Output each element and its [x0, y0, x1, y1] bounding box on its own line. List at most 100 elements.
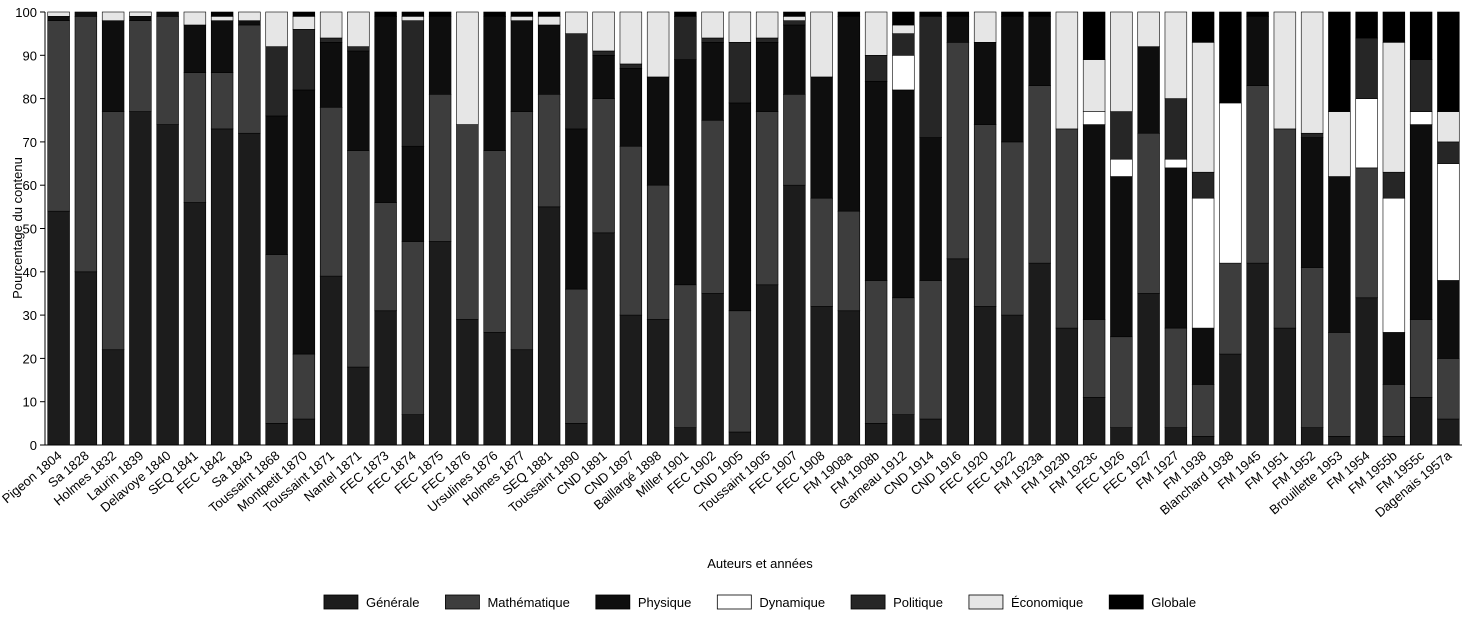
- bar-segment: [1110, 176, 1133, 338]
- bar-segment: [592, 54, 615, 99]
- y-tick-label: 40: [23, 265, 37, 280]
- bar-segment: [1328, 332, 1351, 437]
- bar-segment: [374, 202, 397, 312]
- legend-swatch: [445, 594, 480, 610]
- bar-segment: [1164, 98, 1188, 160]
- bar-segment: [837, 11, 861, 17]
- bar-segment: [319, 11, 343, 39]
- bar-segment: [565, 11, 588, 34]
- bar-segment: [1028, 262, 1051, 446]
- bar-segment: [156, 11, 179, 17]
- bar-segment: [1082, 11, 1106, 60]
- bar-segment: [265, 46, 288, 117]
- bar-segment: [892, 297, 915, 415]
- bar-segment: [1028, 85, 1051, 264]
- bar-segment: [428, 93, 452, 242]
- bar-segment: [973, 124, 997, 307]
- bar-segment: [101, 11, 125, 21]
- bar-segment: [1300, 267, 1324, 428]
- bar-segment: [1191, 42, 1215, 173]
- bar-segment: [1191, 11, 1215, 43]
- bar-segment: [1001, 314, 1024, 446]
- bar-segment: [783, 93, 806, 186]
- bar-segment: [1082, 59, 1106, 112]
- bar-segment: [1300, 132, 1324, 138]
- bar-segment: [401, 414, 425, 446]
- bar-segment: [1300, 427, 1324, 446]
- y-tick-label: 70: [23, 135, 37, 150]
- legend-label: Dynamique: [759, 595, 825, 610]
- bar-segment: [401, 16, 425, 21]
- bar-segment: [1028, 11, 1051, 17]
- bar-segment: [946, 11, 970, 17]
- y-tick-label: 60: [23, 178, 37, 193]
- bar-segment: [892, 33, 915, 56]
- bar-segment: [74, 16, 98, 273]
- bar-segment: [1382, 332, 1406, 385]
- bar-segment: [728, 102, 752, 312]
- bar-segment: [1437, 280, 1460, 359]
- bar-segment: [537, 24, 561, 95]
- bar-segment: [701, 119, 724, 294]
- bar-segment: [265, 115, 288, 255]
- bar-segment: [1273, 327, 1297, 446]
- bar-segment: [101, 111, 125, 351]
- bar-segment: [456, 11, 479, 125]
- bar-segment: [1382, 11, 1406, 43]
- bar-segment: [864, 280, 888, 424]
- bar-segment: [1191, 197, 1215, 329]
- bar-segment: [1246, 262, 1269, 446]
- bar-segment: [674, 59, 697, 286]
- bar-segment: [129, 111, 152, 446]
- bar-segment: [1191, 384, 1215, 437]
- bar-segment: [537, 16, 561, 26]
- bar-segment: [1137, 132, 1160, 294]
- legend-swatch: [850, 594, 886, 610]
- bar-segment: [1219, 262, 1242, 355]
- bar-segment: [646, 184, 670, 320]
- bar-segment: [210, 11, 234, 17]
- bar-segment: [347, 50, 370, 151]
- bar-segment: [701, 11, 724, 39]
- bar-segment: [755, 37, 779, 43]
- bar-segment: [1328, 11, 1351, 112]
- bar-segment: [946, 42, 970, 260]
- bar-segment: [674, 427, 697, 446]
- bar-segment: [1437, 163, 1460, 281]
- bar-segment: [1409, 59, 1433, 112]
- bar-segment: [1409, 111, 1433, 125]
- bar-segment: [1355, 37, 1378, 99]
- bar-segment: [592, 98, 615, 234]
- bar-segment: [619, 314, 643, 446]
- y-tick-label: 50: [23, 222, 37, 237]
- bar-segment: [1191, 327, 1215, 385]
- bar-segment: [292, 353, 316, 420]
- bar-segment: [919, 137, 942, 281]
- bar-segment: [1409, 397, 1433, 446]
- bar-segment: [592, 50, 615, 56]
- bar-segment: [1055, 11, 1079, 130]
- y-tick-label: 0: [30, 438, 37, 453]
- bar-segment: [428, 241, 452, 446]
- legend-label: Mathématique: [487, 595, 569, 610]
- bar-segment: [810, 76, 833, 199]
- bar-segment: [292, 11, 316, 17]
- bar-segment: [783, 16, 806, 21]
- bar-segment: [347, 11, 370, 47]
- bar-segment: [1001, 11, 1024, 17]
- bar-segment: [265, 11, 288, 47]
- bar-segment: [1055, 327, 1079, 446]
- legend-swatch: [716, 594, 752, 610]
- bar-segment: [183, 202, 207, 446]
- bar-segment: [510, 349, 534, 446]
- bar-segment: [347, 366, 370, 446]
- bar-segment: [129, 20, 152, 112]
- bar-segment: [47, 16, 70, 21]
- bar-segment: [1355, 167, 1378, 299]
- bar-segment: [973, 42, 997, 125]
- bar-segment: [1110, 111, 1133, 160]
- bar-segment: [1028, 16, 1051, 86]
- bar-segment: [646, 76, 670, 186]
- bar-segment: [701, 293, 724, 446]
- bar-segment: [646, 319, 670, 446]
